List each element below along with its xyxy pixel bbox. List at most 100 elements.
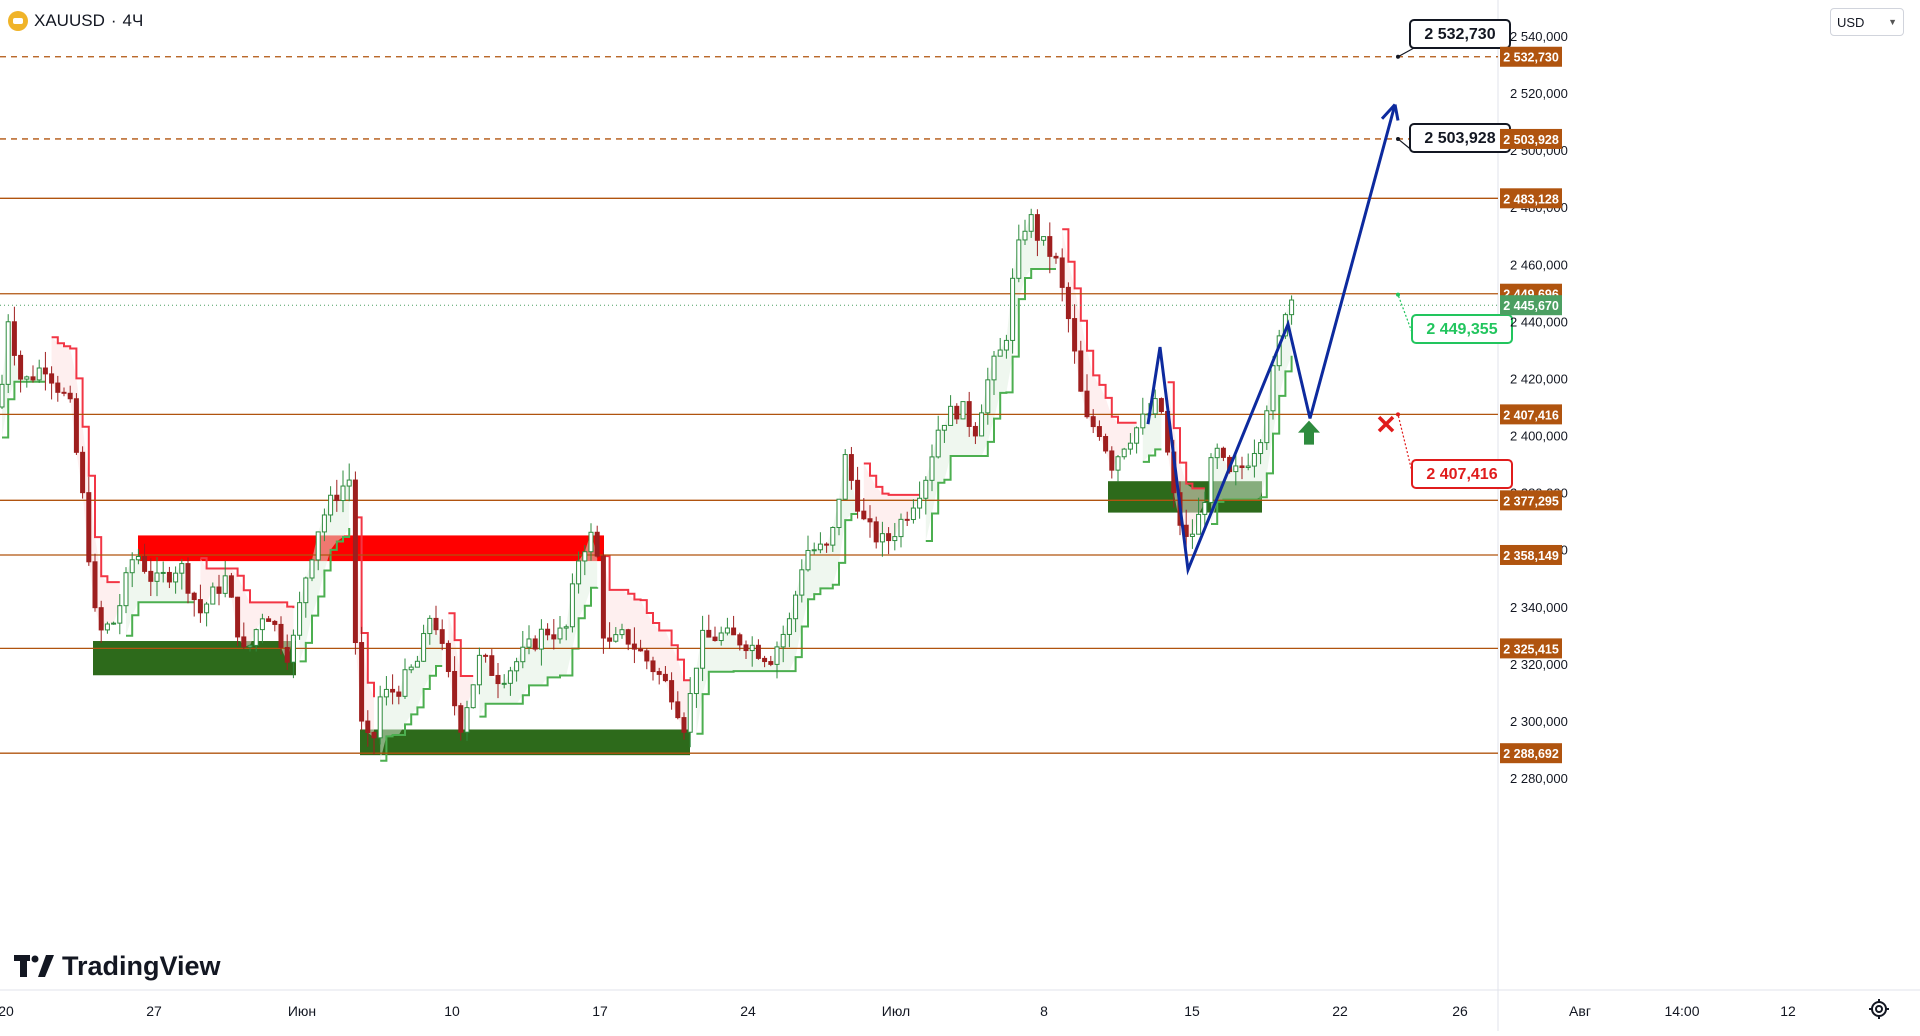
candle-body <box>532 638 538 650</box>
price-callout-box[interactable] <box>1411 314 1513 344</box>
supertrend-line <box>299 528 351 663</box>
candle-body <box>18 354 24 380</box>
price-tick-label: 2 400,000 <box>1510 429 1568 444</box>
candle-body <box>1090 416 1096 428</box>
candle-body <box>799 569 805 596</box>
candle-body <box>879 533 885 543</box>
candle-body <box>247 644 253 648</box>
candle-body <box>104 623 110 631</box>
candle-body <box>297 602 303 636</box>
candle-body <box>24 376 30 380</box>
supertrend-line <box>696 513 858 735</box>
candle-body <box>563 626 569 629</box>
time-tick-label: 12 <box>1780 1003 1796 1019</box>
supertrend-line <box>2 380 46 439</box>
candle-body <box>582 551 588 562</box>
candle-body <box>266 618 272 622</box>
candle-body <box>941 424 947 431</box>
chevron-down-icon: ▼ <box>1888 17 1897 27</box>
symbol-header[interactable]: XAUUSD · 4Ч <box>8 8 143 34</box>
candles-layer <box>0 208 1295 755</box>
candle-body <box>160 571 166 574</box>
buy-arrow-icon <box>1298 420 1320 445</box>
gold-symbol-icon <box>8 11 28 31</box>
tradingview-logo[interactable]: TradingView <box>14 950 221 982</box>
candle-body <box>545 628 551 636</box>
candle-body <box>644 650 650 662</box>
candle-body <box>718 632 724 642</box>
candle-body <box>966 401 972 427</box>
candle-body <box>148 570 154 582</box>
price-tick-label: 2 520,000 <box>1510 86 1568 101</box>
candle-body <box>755 644 761 659</box>
candle-body <box>111 622 117 625</box>
candle-body <box>786 618 792 635</box>
price-tick-label: 2 320,000 <box>1510 657 1568 672</box>
candle-body <box>284 646 290 663</box>
demand-zone <box>93 641 296 676</box>
supertrend-line <box>51 336 120 584</box>
candle-body <box>197 599 203 614</box>
candle-body <box>904 518 910 521</box>
currency-selector[interactable]: USD ▼ <box>1830 8 1904 36</box>
candle-body <box>780 633 786 648</box>
candle-body <box>557 627 563 640</box>
callout-anchor <box>1396 292 1400 297</box>
candle-body <box>681 717 687 733</box>
price-callout-box[interactable] <box>1409 19 1511 49</box>
candle-body <box>476 654 482 686</box>
tradingview-logo-text: TradingView <box>62 950 221 981</box>
candle-body <box>42 367 48 375</box>
candle-body <box>1258 442 1264 455</box>
time-tick-label: Июл <box>882 1003 910 1019</box>
callout-anchor <box>1396 136 1400 141</box>
time-tick-label: 15 <box>1184 1003 1200 1019</box>
timeframe-label[interactable]: 4Ч <box>122 11 144 30</box>
price-callout-label: 2 532,730 <box>1424 26 1495 43</box>
supertrend-fill <box>200 558 294 663</box>
demand-zone <box>360 729 690 756</box>
time-axis[interactable]: 20 27 Июн 10 17 24 Июл 8 15 22 26 Авг 14:00 12 <box>0 1003 1796 1019</box>
candle-body <box>123 572 129 607</box>
candle-body <box>631 643 637 650</box>
candle-body <box>1059 257 1065 288</box>
candle-body <box>340 485 346 502</box>
candle-body <box>495 674 501 685</box>
candle-body <box>886 533 892 542</box>
candle-body <box>842 454 848 500</box>
candle-body <box>811 549 817 552</box>
callout-anchor <box>1396 412 1400 417</box>
candle-body <box>1134 427 1140 444</box>
candle-body <box>67 392 73 400</box>
candle-body <box>1245 465 1251 469</box>
supertrend-line <box>448 612 474 677</box>
candle-body <box>1158 398 1164 412</box>
candle-body <box>241 636 247 648</box>
candle-body <box>489 655 495 676</box>
level-price-badge <box>1500 404 1562 425</box>
price-tick-label: 2 440,000 <box>1510 314 1568 329</box>
candle-body <box>985 379 991 414</box>
candle-body <box>216 586 222 594</box>
gear-icon[interactable] <box>1866 996 1892 1022</box>
time-tick-label: 8 <box>1040 1003 1048 1019</box>
candle-body <box>749 644 755 652</box>
candle-body <box>768 661 774 665</box>
candle-body <box>910 507 916 521</box>
candle-body <box>142 555 148 572</box>
candle-body <box>1189 533 1195 537</box>
candle-body <box>1208 457 1214 504</box>
candle-body <box>898 518 904 538</box>
candle-body <box>979 412 985 437</box>
candle-body <box>997 349 1003 357</box>
price-callout-box[interactable] <box>1411 459 1513 489</box>
supertrend-line <box>380 665 443 762</box>
supertrend-fill <box>1142 398 1162 462</box>
candle-body <box>929 456 935 481</box>
candle-body <box>1264 410 1270 444</box>
level-price-badge <box>1500 188 1562 209</box>
last-price-label: 2 445,670 <box>1503 299 1559 313</box>
